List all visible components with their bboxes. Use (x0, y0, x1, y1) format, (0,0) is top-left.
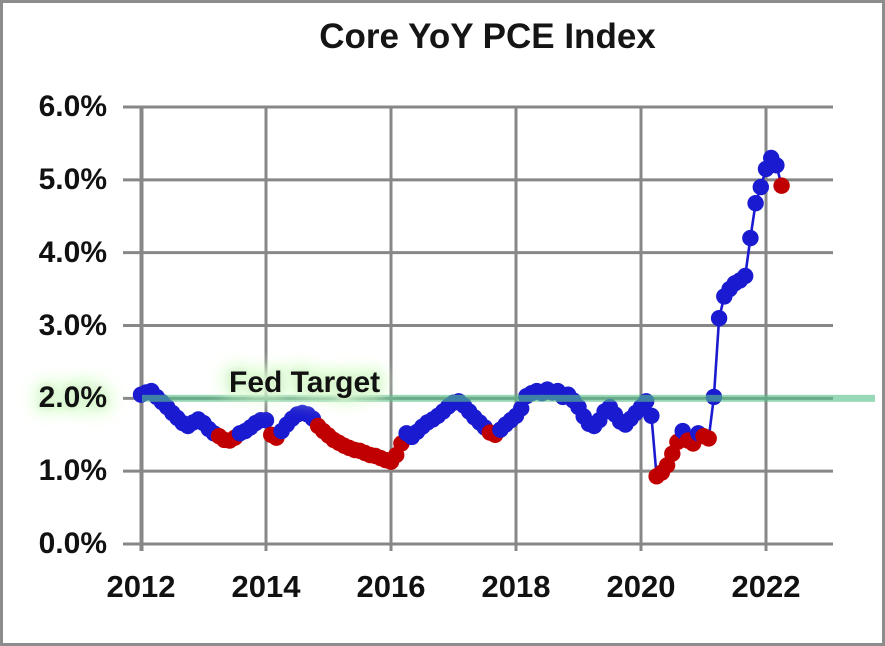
y-tick-label: 6.0% (38, 90, 107, 124)
fed-target-line (142, 394, 875, 402)
data-point-blue (752, 178, 769, 196)
x-tick-label: 2022 (731, 569, 801, 604)
data-point-blue (742, 229, 759, 247)
data-point-blue (710, 310, 728, 327)
x-tick-label: 2016 (356, 569, 426, 604)
x-tick-label: 2020 (606, 569, 676, 604)
data-point-blue (643, 407, 660, 424)
data-point-red (773, 177, 790, 194)
data-point-blue (768, 157, 785, 174)
y-tick-label: 3.0% (38, 308, 107, 342)
fed-target-annotation: Fed Target (229, 366, 381, 399)
x-tick-label: 2018 (481, 569, 551, 604)
chart-title: Core YoY PCE Index (319, 17, 656, 56)
data-point-blue (747, 195, 764, 212)
y-tick-label: 0.0% (38, 527, 107, 560)
data-point-blue (513, 400, 530, 417)
pce-chart-canvas (123, 105, 875, 551)
data-point-blue (737, 267, 754, 285)
data-point-blue (257, 412, 275, 429)
y-tick-label: 1.0% (38, 454, 107, 488)
y-tick-label: 5.0% (38, 162, 107, 196)
x-tick-label: 2012 (106, 569, 176, 604)
y-tick-label: 2.0% (38, 381, 107, 415)
x-tick-label: 2014 (231, 569, 301, 604)
data-point-red (700, 430, 717, 447)
y-tick-label: 4.0% (38, 235, 107, 269)
